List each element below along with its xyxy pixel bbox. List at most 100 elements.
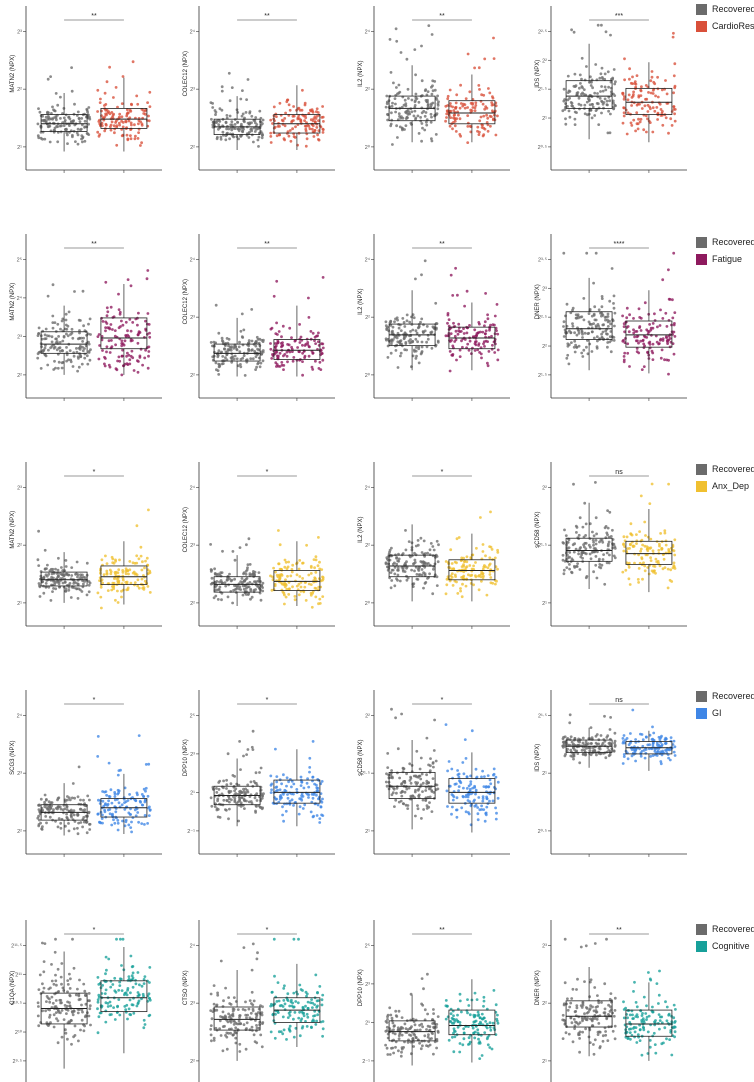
data-point <box>468 339 472 343</box>
data-point <box>417 569 421 572</box>
data-point <box>60 1009 64 1012</box>
data-point <box>219 135 223 139</box>
data-point <box>481 102 485 106</box>
data-point <box>50 995 54 999</box>
data-point <box>275 354 279 358</box>
data-point <box>587 320 591 324</box>
y-tick-label: 2¹¹ <box>15 972 22 978</box>
data-point <box>229 782 233 786</box>
data-point <box>216 353 220 357</box>
data-point <box>125 362 129 366</box>
data-point <box>321 346 325 350</box>
data-point <box>141 586 145 590</box>
y-tick-label: 2⁰ <box>365 372 371 379</box>
data-point <box>622 755 626 758</box>
data-point <box>304 599 308 602</box>
data-point <box>114 343 117 347</box>
data-point <box>606 337 609 341</box>
data-point <box>563 108 567 111</box>
data-point <box>496 332 500 336</box>
data-point <box>451 776 454 780</box>
data-point <box>101 813 104 817</box>
data-point <box>37 823 41 826</box>
data-point <box>636 339 639 343</box>
data-point <box>104 554 107 558</box>
data-point <box>600 314 603 318</box>
data-point <box>607 561 611 565</box>
data-point <box>51 314 55 318</box>
data-point <box>76 582 80 586</box>
data-point <box>108 365 112 369</box>
data-point <box>491 343 494 347</box>
data-point <box>280 361 284 364</box>
data-point <box>613 744 617 747</box>
data-point <box>76 355 80 359</box>
data-point <box>590 314 594 318</box>
data-point <box>458 355 462 358</box>
data-point <box>632 328 635 332</box>
data-point <box>81 289 85 293</box>
data-point <box>592 336 596 340</box>
data-point <box>49 986 52 990</box>
data-point <box>142 112 146 115</box>
data-point <box>231 601 235 605</box>
data-point <box>392 81 395 85</box>
data-point <box>125 580 129 584</box>
data-point <box>129 581 133 585</box>
data-point <box>404 124 408 127</box>
data-point <box>135 561 139 565</box>
data-point <box>396 568 399 572</box>
data-point <box>51 590 54 593</box>
data-point <box>298 108 302 112</box>
data-point <box>609 716 612 719</box>
significance-label: * <box>266 469 269 476</box>
significance-label: * <box>441 469 444 476</box>
data-point <box>396 318 399 322</box>
data-point <box>100 606 103 610</box>
data-point <box>661 278 665 282</box>
data-point <box>297 567 301 571</box>
data-point <box>298 805 302 809</box>
data-point <box>78 331 81 335</box>
data-point <box>228 114 232 118</box>
data-point <box>107 339 111 343</box>
data-point <box>146 794 150 798</box>
data-point <box>576 752 580 755</box>
data-point <box>97 134 101 138</box>
data-point <box>307 316 311 319</box>
data-point <box>658 338 662 342</box>
data-point <box>656 749 660 753</box>
data-point <box>124 320 128 324</box>
data-point <box>54 973 57 977</box>
data-point <box>641 738 645 742</box>
data-point <box>390 707 393 711</box>
data-point <box>220 85 224 89</box>
data-point <box>103 362 106 366</box>
data-point <box>221 355 225 358</box>
data-point <box>126 329 129 333</box>
data-point <box>605 551 609 555</box>
data-point <box>432 548 436 552</box>
y-tick-label: 2³ <box>190 87 195 93</box>
data-point <box>413 790 417 794</box>
data-point <box>297 582 301 586</box>
data-point <box>415 354 418 358</box>
data-point <box>494 104 498 108</box>
data-point <box>600 85 603 88</box>
data-point <box>104 802 107 806</box>
y-tick-label: 2² <box>190 145 195 151</box>
data-point <box>133 123 136 127</box>
data-point <box>413 48 417 51</box>
y-tick-label: 2² <box>17 87 22 93</box>
data-point <box>640 557 644 561</box>
y-axis-label: IDS (NPX) <box>535 744 541 772</box>
data-point <box>601 102 605 106</box>
data-point <box>474 803 478 807</box>
data-point <box>220 362 224 366</box>
data-point <box>321 276 325 279</box>
data-point <box>275 363 279 366</box>
data-point <box>40 827 43 831</box>
data-point <box>118 312 122 316</box>
data-point <box>613 547 617 550</box>
data-point <box>664 741 668 745</box>
